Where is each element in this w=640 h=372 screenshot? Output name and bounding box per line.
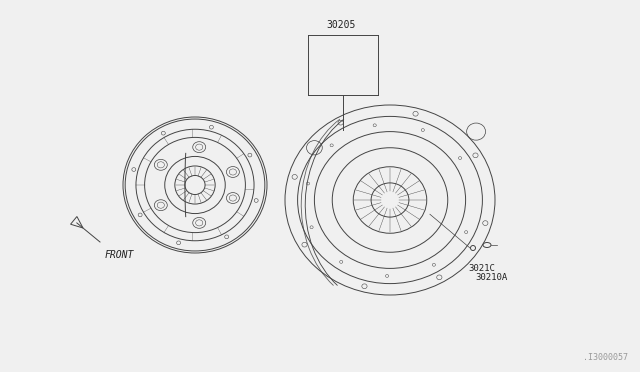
Text: 3021C: 3021C	[468, 264, 495, 273]
Text: .I3000057: .I3000057	[583, 353, 628, 362]
Text: 30205: 30205	[326, 20, 356, 30]
Text: 30210A: 30210A	[475, 273, 508, 282]
Text: FRONT: FRONT	[105, 250, 134, 260]
